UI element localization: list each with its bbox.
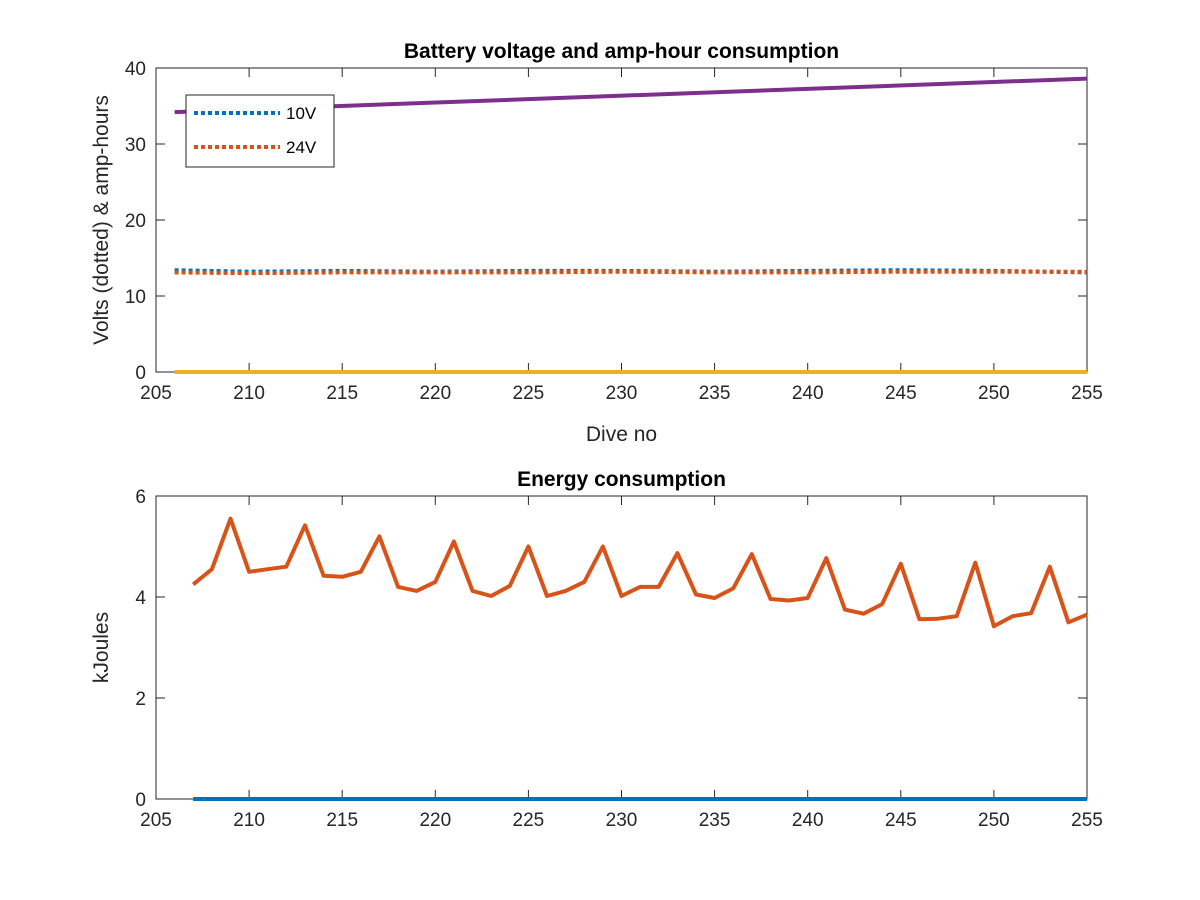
energy-consumption-chart: Energy consumption 205 210 215 220 225 230 235 2… [90, 468, 1103, 831]
y-axis-label: Volts (dotted) & amp-hours [90, 95, 113, 345]
x-tick-label: 215 [326, 810, 358, 831]
x-tick-label: 205 [140, 383, 172, 404]
x-tick-label: 240 [792, 810, 824, 831]
x-tick-label: 235 [699, 810, 731, 831]
chart-title: Energy consumption [517, 468, 726, 491]
x-tick-label: 240 [792, 383, 824, 404]
x-tick-label: 220 [419, 810, 451, 831]
x-tick-label: 225 [513, 810, 545, 831]
series-line-0 [191, 516, 1088, 629]
x-tick-label: 255 [1071, 810, 1103, 831]
x-tick-label: 245 [885, 810, 917, 831]
x-tick-label: 235 [699, 383, 731, 404]
x-tick-label: 215 [326, 383, 358, 404]
y-tick-label: 20 [125, 211, 146, 232]
x-tick-label: 230 [606, 810, 638, 831]
y-tick-label: 0 [135, 790, 146, 811]
x-tick-label: 220 [419, 383, 451, 404]
x-tick-label: 205 [140, 810, 172, 831]
y-tick-label: 6 [135, 487, 146, 508]
y-axis-label: kJoules [90, 612, 113, 683]
y-tick-label: 4 [135, 588, 146, 609]
x-tick-label: 250 [978, 383, 1010, 404]
legend-box [185, 94, 335, 168]
y-tick-label: 40 [125, 59, 146, 80]
legend: 10V 24V [185, 94, 335, 168]
series-line-1 [174, 269, 1087, 276]
x-tick-label: 225 [513, 383, 545, 404]
x-tick-label: 230 [606, 383, 638, 404]
y-tick-label: 0 [135, 363, 146, 384]
x-tick-label: 210 [233, 383, 265, 404]
x-tick-label: 245 [885, 383, 917, 404]
legend-label: 10V [286, 104, 317, 123]
legend-label: 24V [286, 138, 317, 157]
battery-voltage-chart: Battery voltage and amp-hour consumption… [90, 40, 1103, 446]
x-axis-label: Dive no [586, 423, 657, 446]
chart-title: Battery voltage and amp-hour consumption [404, 40, 839, 63]
x-tick-label: 250 [978, 810, 1010, 831]
x-tick-label: 210 [233, 810, 265, 831]
y-tick-label: 2 [135, 689, 146, 710]
y-tick-label: 30 [125, 135, 146, 156]
x-tick-label: 255 [1071, 383, 1103, 404]
y-tick-label: 10 [125, 287, 146, 308]
